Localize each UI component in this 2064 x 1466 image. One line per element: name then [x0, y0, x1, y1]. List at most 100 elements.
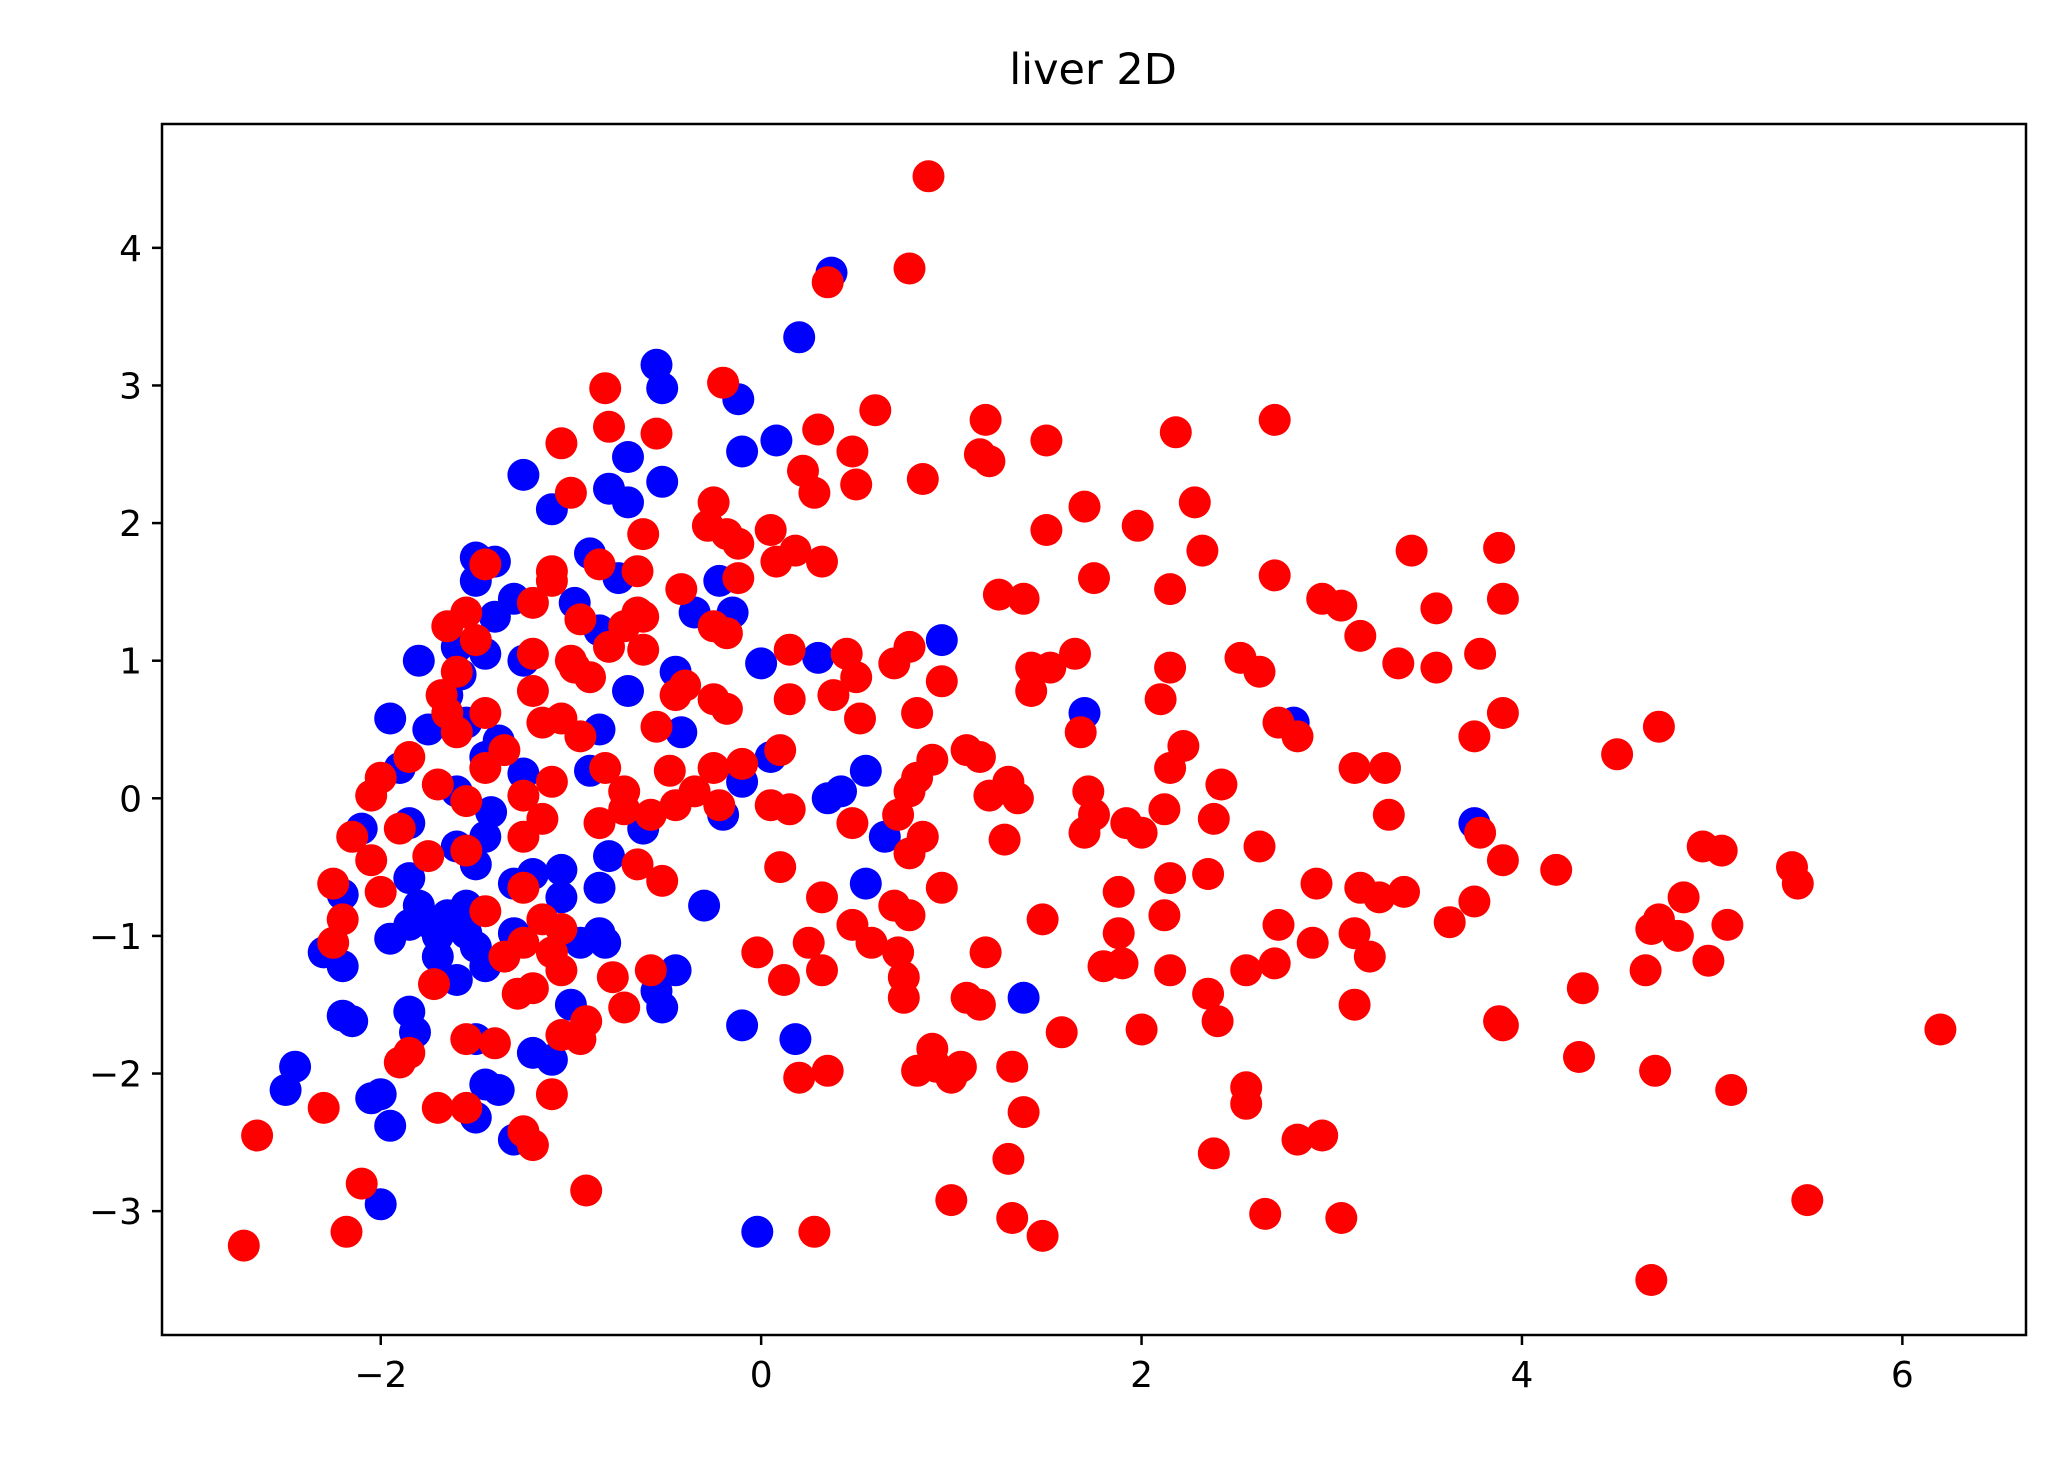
x-axis: −2 0 2 4 6	[354, 1335, 1914, 1396]
data-point	[317, 867, 350, 900]
data-point	[545, 853, 578, 886]
data-point	[1197, 1137, 1230, 1170]
data-point	[963, 741, 996, 773]
data-point	[1715, 1074, 1748, 1106]
data-point	[1007, 981, 1040, 1014]
data-point	[925, 665, 958, 698]
data-point	[593, 410, 625, 443]
data-point	[710, 617, 743, 650]
data-point	[659, 679, 692, 712]
x-tick-label: 6	[1891, 1355, 1914, 1396]
data-point	[570, 1005, 603, 1038]
data-point	[646, 465, 679, 498]
data-point	[1192, 977, 1225, 1010]
data-point	[374, 922, 407, 955]
data-point	[811, 1054, 844, 1087]
data-point	[1045, 1016, 1078, 1049]
data-point	[741, 936, 774, 969]
data-point	[1300, 867, 1333, 900]
data-point	[593, 840, 625, 873]
data-point	[526, 802, 559, 835]
data-point	[393, 741, 426, 773]
data-point	[450, 1023, 483, 1056]
data-point	[507, 757, 540, 790]
data-point	[336, 1005, 369, 1038]
data-point	[912, 160, 945, 193]
data-point	[608, 991, 641, 1024]
data-point	[878, 647, 911, 680]
data-point	[798, 476, 831, 509]
data-point	[1148, 899, 1181, 932]
data-point	[745, 647, 778, 680]
points-layer	[227, 160, 1957, 1296]
data-point	[640, 710, 673, 743]
data-point	[653, 754, 686, 787]
data-point	[1353, 940, 1386, 973]
data-point	[608, 775, 641, 808]
data-point	[1458, 720, 1491, 753]
data-point	[697, 752, 730, 784]
data-point	[345, 1167, 378, 1200]
data-point	[545, 881, 578, 914]
data-point	[779, 1023, 812, 1056]
data-point	[488, 734, 521, 767]
data-point	[1015, 675, 1048, 707]
data-point	[1186, 534, 1219, 567]
data-point	[1144, 683, 1177, 716]
data-point	[1102, 875, 1135, 908]
data-point	[612, 486, 644, 519]
x-tick-label: 2	[1130, 1355, 1153, 1396]
data-point	[1306, 1119, 1339, 1152]
data-point	[1178, 486, 1211, 519]
data-point	[806, 545, 838, 578]
data-point	[570, 1174, 603, 1207]
data-point	[1642, 710, 1675, 743]
data-point	[996, 1050, 1029, 1083]
data-point	[1395, 534, 1428, 567]
data-point	[421, 1091, 454, 1124]
data-point	[1483, 1005, 1516, 1038]
data-point	[1102, 917, 1135, 950]
data-point	[393, 1036, 426, 1069]
data-point	[840, 661, 873, 694]
data-point	[1420, 592, 1453, 625]
data-point	[482, 1074, 515, 1106]
data-point	[1464, 637, 1497, 670]
data-point	[1325, 1202, 1358, 1234]
data-point	[935, 1061, 968, 1094]
data-point	[1692, 944, 1725, 977]
data-point	[469, 895, 502, 928]
data-point	[893, 899, 926, 932]
data-point	[1068, 490, 1101, 523]
data-point	[589, 926, 622, 959]
data-point	[526, 903, 559, 936]
data-point	[935, 1184, 968, 1217]
data-point	[516, 1129, 549, 1162]
data-point	[640, 417, 673, 450]
data-point	[1344, 619, 1377, 652]
data-point	[1667, 881, 1700, 914]
data-point	[1030, 514, 1063, 546]
data-point	[1372, 798, 1405, 831]
data-point	[811, 266, 844, 299]
data-point	[1243, 655, 1276, 688]
data-point	[988, 823, 1021, 856]
x-tick-label: −2	[354, 1355, 407, 1396]
data-point	[901, 697, 934, 729]
data-point	[516, 675, 549, 707]
data-point	[1661, 919, 1694, 952]
data-point	[992, 1142, 1025, 1175]
data-point	[450, 785, 483, 818]
data-point	[1007, 1096, 1040, 1129]
data-point	[596, 961, 629, 994]
data-point	[507, 458, 540, 491]
data-point	[383, 812, 416, 845]
data-point	[764, 734, 797, 767]
y-tick-label: −1	[89, 917, 142, 958]
data-point	[893, 252, 926, 285]
data-point	[1007, 582, 1040, 615]
data-point	[535, 765, 568, 798]
data-point	[1601, 738, 1634, 771]
data-point	[450, 834, 483, 867]
data-point	[1563, 1041, 1595, 1073]
